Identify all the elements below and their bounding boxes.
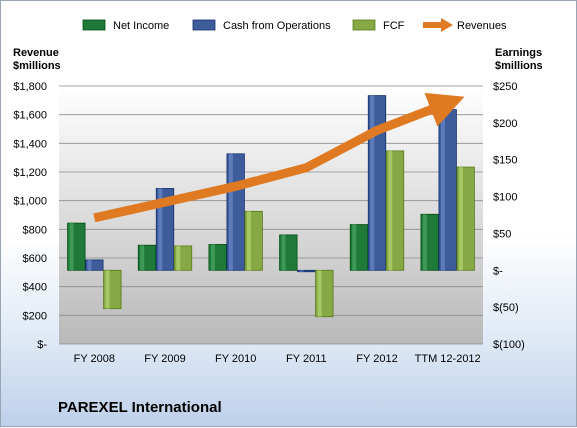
bar-highlight — [317, 270, 322, 317]
legend-label: Net Income — [113, 20, 169, 32]
legend: Net Income Cash from Operations FCF Revenue… — [82, 18, 507, 32]
bar-highlight — [69, 223, 74, 271]
left-tick-label: $1,800 — [13, 81, 47, 93]
bar-highlight — [352, 224, 357, 271]
x-axis-ticks: FY 2008 FY 2009 FY 2010 FY 2011 FY 2012 TTM 1… — [74, 353, 481, 365]
legend-label: Cash from Operations — [223, 20, 331, 32]
left-tick-label: $400 — [23, 282, 47, 294]
bar-highlight — [105, 270, 110, 309]
bar-highlight — [210, 244, 215, 271]
bar-highlight — [158, 188, 163, 271]
left-axis-ticks: $- $200 $400 $600 $800 $1,000 $1,200 $1,400 $1,6… — [13, 81, 47, 351]
right-tick-label: $- — [493, 265, 503, 277]
x-tick-label: TTM 12-2012 — [415, 353, 481, 365]
bar-highlight — [458, 167, 463, 271]
right-tick-label: $250 — [493, 81, 517, 93]
right-axis-title-line-2: $millions — [495, 60, 543, 72]
x-tick-label: FY 2010 — [215, 353, 256, 365]
left-tick-label: $1,000 — [13, 196, 47, 208]
legend-swatch — [82, 19, 106, 31]
x-tick-label: FY 2009 — [144, 353, 185, 365]
left-axis-title: Revenue $millions — [13, 47, 61, 73]
right-axis-title: Earnings $millions — [495, 47, 543, 73]
bar-highlight — [140, 245, 145, 271]
bar-highlight — [228, 153, 233, 271]
left-tick-label: $1,200 — [13, 167, 47, 179]
left-tick-label: $800 — [23, 224, 47, 236]
revenue-line-path — [93, 92, 465, 223]
bar-highlight — [388, 150, 393, 271]
bars — [67, 95, 475, 318]
bar-highlight — [299, 270, 304, 272]
left-tick-label: $200 — [23, 310, 47, 322]
right-tick-label: $(50) — [493, 302, 519, 314]
right-tick-label: $150 — [493, 155, 517, 167]
right-tick-label: $200 — [493, 118, 517, 130]
bar-highlight — [281, 234, 286, 271]
bar-highlight — [87, 259, 92, 271]
legend-label: Revenues — [457, 20, 507, 32]
bar — [297, 269, 316, 273]
right-axis-ticks: $(100) $(50) $- $50 $100 $150 $200 $250 — [493, 81, 525, 351]
right-tick-label: $(100) — [493, 339, 525, 351]
legend-swatch — [352, 19, 376, 31]
legend-swatch — [192, 19, 216, 31]
x-tick-label: FY 2011 — [286, 353, 327, 365]
revenue-line — [93, 92, 465, 223]
bar-highlight — [176, 245, 181, 271]
bar-highlight — [440, 109, 445, 271]
bar-highlight — [422, 214, 427, 271]
right-axis-title-line-1: Earnings — [495, 47, 543, 59]
right-tick-label: $100 — [493, 192, 517, 204]
x-tick-label: FY 2012 — [356, 353, 397, 365]
left-axis-title-line-2: $millions — [13, 60, 61, 72]
left-tick-label: $1,400 — [13, 138, 47, 150]
x-tick-label: FY 2008 — [74, 353, 115, 365]
left-tick-label: $- — [37, 339, 47, 351]
left-axis-title-line-1: Revenue — [13, 47, 59, 59]
left-tick-label: $600 — [23, 253, 47, 265]
bar-highlight — [370, 95, 375, 271]
legend-arrow — [441, 18, 453, 32]
plot-area — [59, 86, 483, 344]
bar-highlight — [246, 211, 251, 271]
right-tick-label: $50 — [493, 228, 511, 240]
legend-label: FCF — [383, 20, 405, 32]
left-tick-label: $1,600 — [13, 110, 47, 122]
bar — [85, 259, 104, 271]
company-name: PAREXEL International — [58, 399, 222, 416]
